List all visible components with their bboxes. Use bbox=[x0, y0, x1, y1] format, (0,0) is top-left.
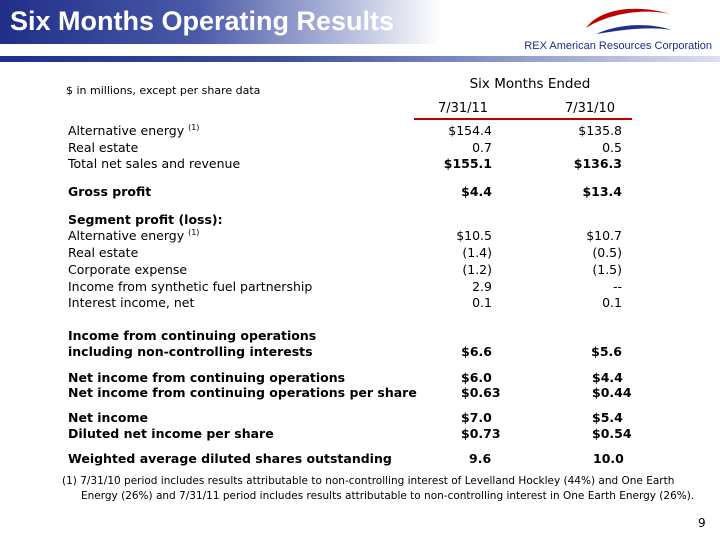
value-2011-total-sales: $155.1 bbox=[443, 156, 492, 171]
row-label-net-cont: Net income from continuing operations bbox=[68, 370, 346, 385]
row-label-real-estate: Real estate bbox=[68, 140, 139, 155]
units-note: $ in millions, except per share data bbox=[66, 84, 261, 97]
column-header-2010: 7/31/10 bbox=[564, 101, 616, 116]
value-2010-income-cont: $5.6 bbox=[591, 344, 622, 359]
column-header-2011: 7/31/11 bbox=[437, 101, 489, 116]
value-2010-synthetic-fuel: -- bbox=[612, 279, 622, 294]
value-2011-real-estate: 0.7 bbox=[472, 140, 492, 155]
row-label-gross-profit: Gross profit bbox=[68, 184, 152, 199]
row-label-income-cont-line2: including non-controlling interests bbox=[68, 344, 313, 359]
row-label-seg-alt-energy: Alternative energy (1) bbox=[68, 227, 200, 243]
company-logo bbox=[586, 8, 672, 34]
row-label-net-income: Net income bbox=[68, 410, 148, 425]
value-2010-total-sales: $136.3 bbox=[573, 156, 622, 171]
title-bar: Six Months Operating Results bbox=[0, 0, 440, 44]
footnote: (1) 7/31/10 period includes results attr… bbox=[62, 474, 694, 504]
row-label-interest: Interest income, net bbox=[68, 295, 195, 310]
value-2010-net-income: $5.4 bbox=[592, 410, 623, 425]
company-name: REX American Resources Corporation bbox=[524, 40, 712, 52]
footnote-marker: (1) bbox=[188, 122, 200, 132]
value-2010-seg-real-estate: (0.5) bbox=[592, 245, 622, 260]
header-underline bbox=[414, 118, 632, 120]
value-2010-diluted: $0.54 bbox=[592, 426, 632, 441]
value-2011-income-cont: $6.6 bbox=[461, 344, 492, 359]
row-label-seg-real-estate: Real estate bbox=[68, 245, 139, 260]
value-2011-gross-profit: $4.4 bbox=[461, 184, 492, 199]
segment-heading: Segment profit (loss): bbox=[68, 212, 223, 227]
row-label-alt-energy: Alternative energy (1) bbox=[68, 122, 200, 138]
value-2011-corporate: (1.2) bbox=[462, 262, 492, 277]
header-rule bbox=[0, 56, 720, 62]
footnote-line-1: (1) 7/31/10 period includes results attr… bbox=[62, 475, 675, 487]
page-title: Six Months Operating Results bbox=[10, 6, 395, 36]
value-2011-net-cont-share: $0.63 bbox=[461, 385, 501, 400]
row-label-income-cont-line1: Income from continuing operations bbox=[68, 328, 317, 343]
row-label-synthetic-fuel: Income from synthetic fuel partnership bbox=[68, 279, 313, 294]
page-number: 9 bbox=[698, 516, 706, 530]
value-2010-gross-profit: $13.4 bbox=[582, 184, 622, 199]
footnote-line-2: Energy (26%) and 7/31/11 period includes… bbox=[81, 490, 695, 502]
value-2010-interest: 0.1 bbox=[602, 295, 622, 310]
value-2011-diluted: $0.73 bbox=[461, 426, 501, 441]
row-label-net-cont-share: Net income from continuing operations pe… bbox=[68, 385, 417, 400]
value-2010-shares: 10.0 bbox=[593, 451, 624, 466]
row-label-corporate: Corporate expense bbox=[68, 262, 188, 277]
value-2010-net-cont: $4.4 bbox=[592, 370, 623, 385]
footnote-marker: (1) bbox=[188, 227, 200, 237]
value-2010-seg-alt-energy: $10.7 bbox=[586, 228, 622, 243]
row-label-total-sales: Total net sales and revenue bbox=[68, 156, 241, 171]
row-label-shares: Weighted average diluted shares outstand… bbox=[68, 451, 392, 466]
value-2011-synthetic-fuel: 2.9 bbox=[472, 279, 492, 294]
value-2011-alt-energy: $154.4 bbox=[448, 123, 492, 138]
row-label-diluted: Diluted net income per share bbox=[68, 426, 274, 441]
value-2011-interest: 0.1 bbox=[472, 295, 492, 310]
value-2011-net-income: $7.0 bbox=[461, 410, 492, 425]
value-2010-alt-energy: $135.8 bbox=[578, 123, 622, 138]
period-header: Six Months Ended bbox=[469, 76, 591, 92]
value-2010-net-cont-share: $0.44 bbox=[592, 385, 632, 400]
value-2010-real-estate: 0.5 bbox=[602, 140, 622, 155]
value-2011-seg-real-estate: (1.4) bbox=[462, 245, 492, 260]
value-2011-shares: 9.6 bbox=[469, 451, 492, 466]
value-2011-seg-alt-energy: $10.5 bbox=[456, 228, 492, 243]
value-2010-corporate: (1.5) bbox=[592, 262, 622, 277]
value-2011-net-cont: $6.0 bbox=[461, 370, 492, 385]
